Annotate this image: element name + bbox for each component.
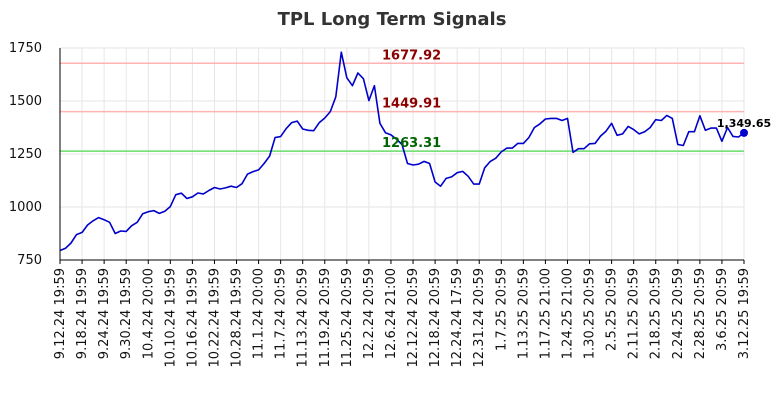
y-tick-label: 750 <box>17 253 42 268</box>
x-tick-label: 12.6.24 21:00 <box>384 268 399 359</box>
x-tick-label: 10.28.24 19:59 <box>230 268 245 368</box>
signal-levels <box>60 62 744 152</box>
price-line <box>59 51 745 252</box>
signal-level-label: 1263.31 <box>382 136 441 151</box>
y-tick-label: 1000 <box>9 200 42 215</box>
y-tick-label: 1750 <box>9 41 42 56</box>
grid <box>59 47 745 261</box>
x-tick-label: 1.24.25 21:00 <box>560 268 575 359</box>
x-tick-label: 9.18.24 19:59 <box>75 268 90 359</box>
x-tick-label: 10.22.24 19:59 <box>207 268 222 368</box>
x-tick-label: 12.24.24 17:59 <box>450 268 465 368</box>
x-tick-label: 11.13.24 20:59 <box>296 268 311 368</box>
x-tick-label: 10.4.24 20:00 <box>141 268 156 359</box>
x-tick-label: 2.24.25 20:59 <box>671 268 686 359</box>
x-tick-label: 12.2.24 20:59 <box>362 268 377 359</box>
x-tick-label: 9.12.24 19:59 <box>53 268 68 359</box>
price-series <box>59 51 748 252</box>
x-tick-label: 2.28.25 20:59 <box>693 268 708 359</box>
x-tick-label: 2.18.25 20:59 <box>649 268 664 359</box>
x-tick-label: 2.11.25 20:59 <box>627 268 642 359</box>
x-tick-label: 1.13.25 20:59 <box>516 268 531 359</box>
signal-level-label: 1449.91 <box>382 97 441 112</box>
signal-level-label: 1677.92 <box>382 48 441 63</box>
x-tick-label: 11.25.24 20:59 <box>340 268 355 368</box>
y-tick-label: 1500 <box>9 94 42 109</box>
x-tick-label: 12.18.24 20:59 <box>428 268 443 368</box>
x-tick-label: 3.12.25 19:59 <box>737 268 752 359</box>
x-tick-label: 10.10.24 19:59 <box>163 268 178 368</box>
last-price-label: 1,349.65 <box>717 117 771 130</box>
chart-title: TPL Long Term Signals <box>278 9 507 30</box>
x-tick-label: 11.19.24 20:59 <box>318 268 333 368</box>
y-tick-label: 1250 <box>9 147 42 162</box>
x-tick-label: 12.12.24 20:59 <box>406 268 421 368</box>
x-tick-label: 9.30.24 19:59 <box>119 268 134 359</box>
x-tick-label: 11.7.24 20:59 <box>274 268 289 359</box>
x-tick-label: 2.5.25 20:59 <box>605 268 620 351</box>
x-tick-label: 11.1.24 20:00 <box>252 268 267 359</box>
x-tick-label: 1.17.25 21:00 <box>538 268 553 359</box>
x-tick-label: 3.6.25 20:59 <box>715 268 730 351</box>
x-tick-label: 10.16.24 19:59 <box>185 268 200 368</box>
x-tick-label: 9.24.24 19:59 <box>97 268 112 359</box>
x-tick-label: 1.30.25 20:59 <box>583 268 598 359</box>
x-tick-label: 12.31.24 20:59 <box>472 268 487 368</box>
axes <box>59 48 745 264</box>
chart-labels: 1677.92 1449.91 1263.31 1,349.65 750 1000 1250… <box>9 41 771 368</box>
last-price-marker <box>740 128 748 137</box>
x-tick-label: 1.7.25 20:59 <box>494 268 509 351</box>
